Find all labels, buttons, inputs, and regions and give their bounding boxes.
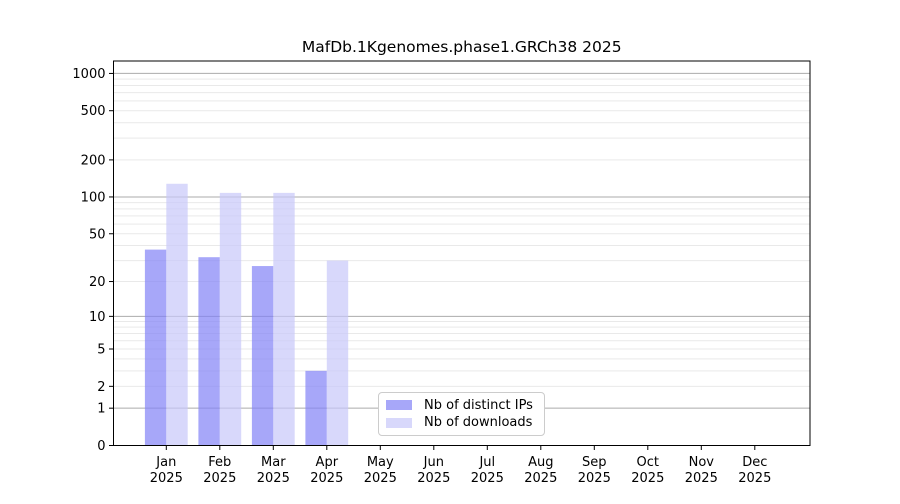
x-tick-label-month-apr: Apr	[316, 455, 339, 470]
x-tick-label-month-dec: Dec	[742, 455, 767, 470]
y-tick-label-1000: 1000	[72, 67, 105, 82]
x-tick-label-year-aug: 2025	[524, 471, 557, 486]
x-tick-label-month-mar: Mar	[261, 455, 286, 470]
bar-distinct-ips-jan	[144, 249, 167, 446]
x-tick-label-month-nov: Nov	[689, 455, 715, 470]
x-tick-label-year-jan: 2025	[150, 471, 183, 486]
x-tick-label-month-jan: Jan	[155, 455, 176, 470]
x-tick-label-year-feb: 2025	[203, 471, 236, 486]
x-tick-label-month-jul: Jul	[478, 455, 495, 470]
y-tick-label-20: 20	[89, 275, 106, 290]
x-tick-label-year-apr: 2025	[310, 471, 343, 486]
bar-downloads-apr	[326, 260, 349, 446]
y-tick-label-500: 500	[81, 104, 106, 119]
legend: Nb of distinct IPs Nb of downloads	[378, 392, 545, 436]
chart-title: MafDb.1Kgenomes.phase1.GRCh38 2025	[302, 38, 622, 56]
y-tick-label-200: 200	[81, 153, 106, 168]
bar-downloads-jan	[166, 183, 188, 446]
legend-label-distinct-ips: Nb of distinct IPs	[424, 397, 533, 413]
bar-downloads-mar	[273, 192, 295, 446]
bar-distinct-ips-feb	[198, 257, 220, 446]
bar-distinct-ips-apr	[305, 370, 327, 446]
legend-swatch-distinct-ips	[386, 400, 412, 411]
x-tick-label-month-aug: Aug	[528, 455, 553, 470]
x-tick-label-month-jun: Jun	[423, 455, 444, 470]
plot-border	[113, 60, 811, 446]
legend-swatch-downloads	[386, 417, 412, 428]
x-tick-label-year-jun: 2025	[417, 471, 450, 486]
x-tick-label-year-may: 2025	[364, 471, 397, 486]
x-tick-label-month-sep: Sep	[582, 455, 607, 470]
x-tick-label-year-mar: 2025	[257, 471, 290, 486]
y-tick-label-50: 50	[89, 227, 106, 242]
x-tick-label-year-dec: 2025	[738, 471, 771, 486]
x-tick-label-month-oct: Oct	[637, 455, 659, 470]
y-tick-label-100: 100	[81, 190, 106, 205]
y-tick-label-0: 0	[97, 439, 105, 454]
x-tick-label-month-feb: Feb	[208, 455, 231, 470]
x-tick-label-year-sep: 2025	[578, 471, 611, 486]
y-tick-label-5: 5	[97, 343, 105, 358]
x-tick-label-year-jul: 2025	[471, 471, 504, 486]
y-tick-label-2: 2	[97, 380, 105, 395]
x-tick-label-year-nov: 2025	[685, 471, 718, 486]
legend-item-downloads: Nb of downloads	[386, 414, 536, 431]
legend-label-downloads: Nb of downloads	[424, 415, 533, 431]
x-tick-label-month-may: May	[367, 455, 394, 470]
legend-item-distinct-ips: Nb of distinct IPs	[386, 397, 536, 414]
x-tick-label-year-oct: 2025	[631, 471, 664, 486]
y-tick-label-10: 10	[89, 310, 106, 325]
bar-distinct-ips-mar	[251, 266, 274, 446]
bar-downloads-feb	[219, 192, 242, 446]
y-tick-label-1: 1	[97, 402, 105, 417]
